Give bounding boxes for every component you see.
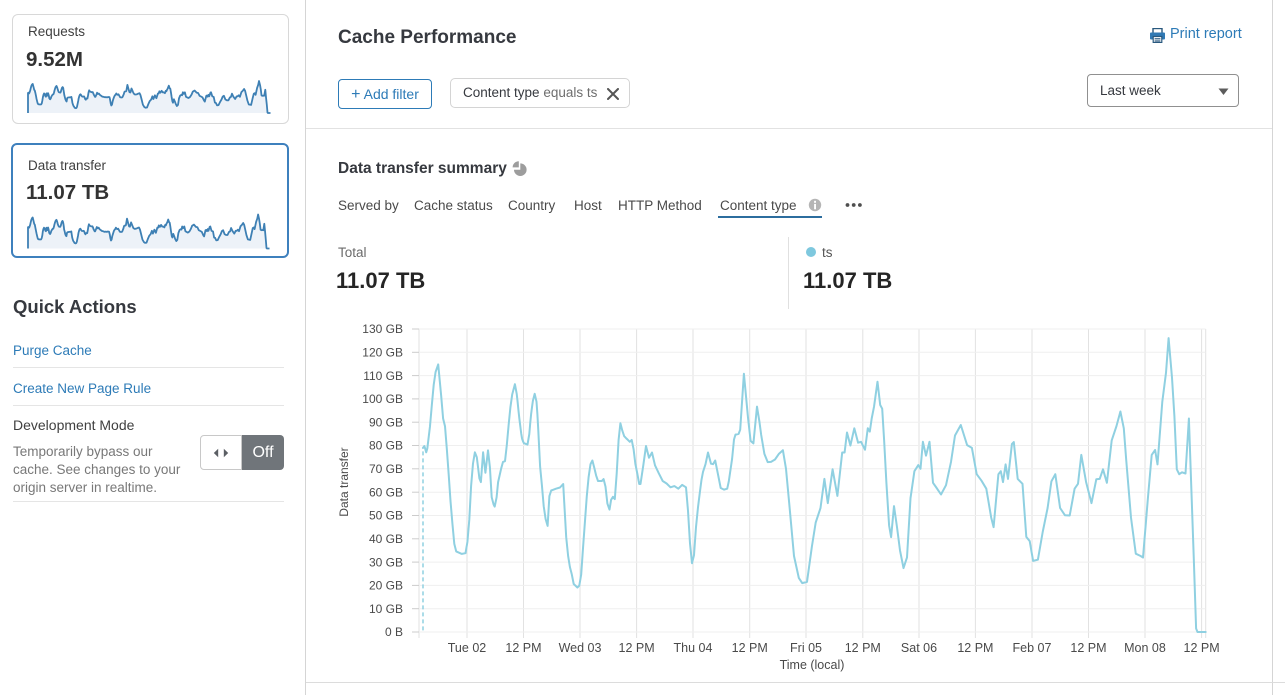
svg-text:Mon 08: Mon 08 [1124,641,1166,655]
svg-text:10 GB: 10 GB [369,602,403,616]
svg-text:0 B: 0 B [385,625,403,639]
svg-text:12 PM: 12 PM [732,641,768,655]
svg-text:Data transfer: Data transfer [337,447,351,516]
svg-text:12 PM: 12 PM [505,641,541,655]
svg-text:12 PM: 12 PM [1070,641,1106,655]
svg-text:70 GB: 70 GB [369,462,403,476]
svg-text:12 PM: 12 PM [845,641,881,655]
svg-text:Wed 03: Wed 03 [559,641,602,655]
svg-text:60 GB: 60 GB [369,485,403,499]
svg-text:120 GB: 120 GB [362,346,403,360]
svg-text:20 GB: 20 GB [369,579,403,593]
svg-text:Thu 04: Thu 04 [674,641,713,655]
svg-text:80 GB: 80 GB [369,439,403,453]
svg-text:Feb 07: Feb 07 [1013,641,1052,655]
svg-text:50 GB: 50 GB [369,509,403,523]
svg-text:12 PM: 12 PM [1184,641,1220,655]
svg-text:12 PM: 12 PM [957,641,993,655]
svg-text:Tue 02: Tue 02 [448,641,487,655]
svg-text:Sat 06: Sat 06 [901,641,937,655]
svg-text:40 GB: 40 GB [369,532,403,546]
svg-text:30 GB: 30 GB [369,555,403,569]
svg-text:Fri 05: Fri 05 [790,641,822,655]
svg-text:100 GB: 100 GB [362,392,403,406]
svg-text:90 GB: 90 GB [369,415,403,429]
svg-text:110 GB: 110 GB [363,369,403,383]
svg-text:130 GB: 130 GB [362,322,403,336]
svg-text:12 PM: 12 PM [619,641,655,655]
svg-text:Time (local): Time (local) [780,658,845,672]
